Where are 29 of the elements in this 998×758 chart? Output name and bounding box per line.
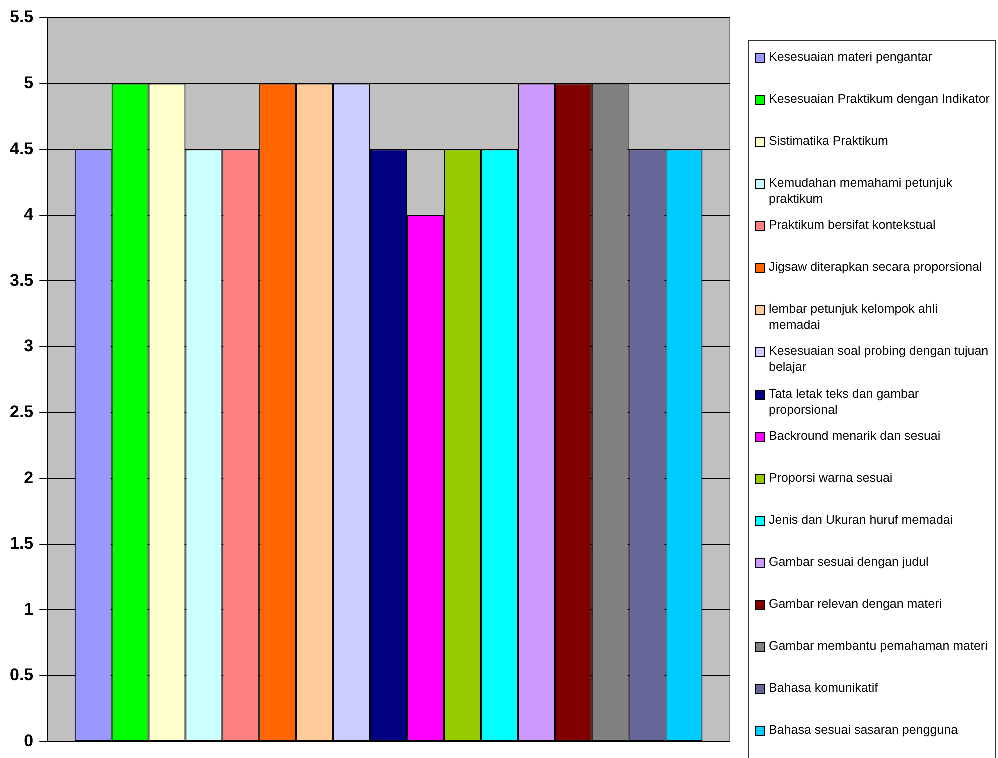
legend-label: Backround menarik dan sesuai	[769, 428, 941, 444]
legend-label: Tata letak teks dan gambar proporsional	[769, 386, 920, 418]
y-tick-label: 5	[24, 73, 34, 92]
legend-label: Jenis dan Ukuran huruf memadai	[769, 512, 954, 528]
y-tick-label: 0.5	[10, 666, 34, 685]
legend-label: Bahasa komunikatif	[769, 680, 878, 696]
legend-label: Bahasa sesuai sasaran pengguna	[769, 722, 958, 738]
legend-label: lembar petunjuk kelompok ahli memadai	[769, 301, 939, 334]
y-tick-label: 4	[24, 205, 34, 224]
legend-label: Jigsaw diterapkan secara proporsional	[769, 259, 982, 276]
legend-label: Sistimatika Praktikum	[769, 133, 888, 150]
legend-label: Kemudahan memahami petunjuk praktikum	[769, 175, 954, 208]
y-tick-label: 2	[24, 468, 34, 488]
legend-label: Kesesuaian materi pengantar	[769, 49, 932, 65]
y-tick-label: 1	[24, 600, 34, 619]
y-tick-label: 5.5	[10, 8, 34, 27]
y-tick-label: 4.5	[10, 139, 34, 158]
y-tick-label: 2.5	[10, 402, 34, 422]
legend-label: Praktikum bersifat kontekstual	[769, 217, 936, 234]
y-tick-label: 3	[24, 336, 34, 356]
y-tick-label: 3.5	[10, 270, 34, 290]
y-tick-label: 0	[24, 731, 34, 750]
legend-label: Gambar membantu pemahaman materi	[769, 638, 988, 654]
y-tick-label: 1.5	[10, 534, 34, 554]
legend-label: Gambar sesuai dengan judul	[769, 554, 929, 570]
legend-label: Kesesuaian soal probing dengan tujuan belajar	[769, 343, 990, 376]
legend-label: Proporsi warna sesuai	[769, 470, 893, 486]
legend-label: Kesesuaian Praktikum dengan Indikator	[769, 91, 990, 108]
legend-label: Gambar relevan dengan materi	[769, 596, 942, 612]
